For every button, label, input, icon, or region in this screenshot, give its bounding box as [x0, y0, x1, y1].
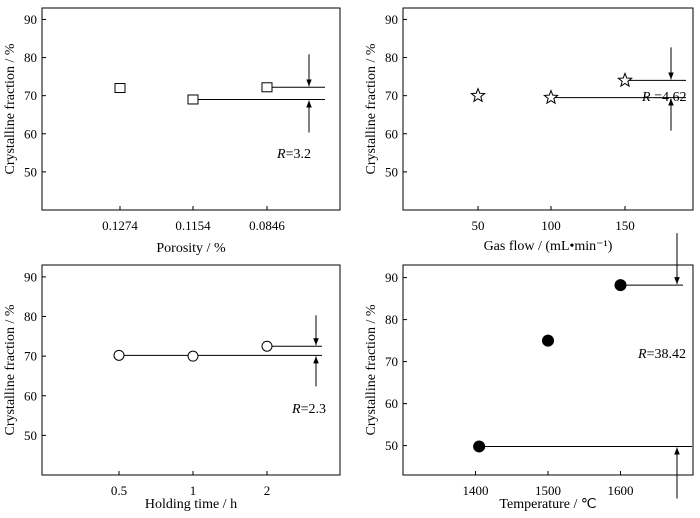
y-tick-label: 50: [385, 164, 398, 179]
y-tick-label: 60: [385, 126, 398, 141]
y-tick-label: 90: [24, 269, 37, 284]
y-tick-label: 90: [385, 12, 398, 27]
y-tick-label: 80: [385, 50, 398, 65]
x-tick-label: 0.1274: [102, 218, 138, 233]
y-tick-label: 50: [385, 438, 398, 453]
data-point-square: [261, 82, 273, 93]
x-tick-label: 150: [615, 218, 635, 233]
y-axis-label: Crystalline fraction / %: [364, 304, 379, 435]
x-tick-label: 0.1154: [175, 218, 211, 233]
range-label: R=2.3: [291, 402, 326, 417]
y-tick-label: 80: [385, 312, 398, 327]
data-point-square: [114, 83, 126, 94]
y-tick-label: 80: [24, 50, 37, 65]
x-axis-label: Temperature / ℃: [499, 497, 596, 512]
data-point-circle: [113, 349, 125, 361]
y-tick-label: 70: [24, 349, 37, 364]
data-point-star: [543, 89, 559, 105]
y-tick-label: 60: [24, 126, 37, 141]
y-tick-label: 70: [385, 354, 398, 369]
x-tick-label: 50: [472, 218, 485, 233]
x-tick-label: 100: [541, 218, 561, 233]
y-axis-label: Crystalline fraction / %: [364, 43, 379, 174]
data-point-circle: [187, 350, 199, 362]
y-tick-label: 70: [24, 88, 37, 103]
y-tick-label: 60: [24, 388, 37, 403]
y-tick-label: 90: [385, 270, 398, 285]
data-point-star: [617, 72, 633, 88]
data-point-circle: [261, 340, 273, 352]
y-tick-label: 70: [385, 88, 398, 103]
plot-frame: [41, 264, 341, 476]
y-tick-label: 60: [385, 396, 398, 411]
x-tick-label: 1400: [463, 483, 489, 498]
x-axis-label: Porosity / %: [156, 241, 226, 256]
y-axis-label: Crystalline fraction / %: [3, 304, 18, 435]
data-point-filled-circle: [614, 279, 627, 292]
data-point-filled-circle: [473, 440, 486, 453]
range-label: R=3.2: [276, 147, 311, 162]
data-point-star: [470, 87, 486, 103]
y-tick-label: 80: [24, 309, 37, 324]
plot-frame: [402, 7, 694, 211]
range-label: R =4.62: [641, 90, 686, 105]
y-tick-label: 90: [24, 12, 37, 27]
data-point-square: [187, 94, 199, 105]
chart-panel-3: 50 60 70 80 90 0.5 1 2 Holding time / h Crystalli…: [3, 264, 341, 512]
x-tick-label: 2: [264, 483, 271, 498]
range-label: R=38.42: [637, 347, 686, 362]
y-axis-label: Crystalline fraction / %: [3, 43, 18, 174]
x-axis-label: Holding time / h: [145, 497, 237, 512]
x-tick-label: 0.0846: [249, 218, 285, 233]
x-axis-label: Gas flow / (mL•min⁻¹): [484, 239, 613, 254]
plot-frame: [402, 264, 694, 476]
chart-panel-4: 50 60 70 80 90 1400 1500 1600 Temperature / ℃ Cry…: [364, 233, 694, 512]
plot-frame: [41, 7, 341, 211]
x-tick-label: 0.5: [111, 483, 127, 498]
x-tick-label: 1: [190, 483, 197, 498]
y-tick-label: 50: [24, 428, 37, 443]
chart-panel-1: 50 60 70 80 90 0.1274 0.1154 0.0846 Porosity / %…: [3, 7, 341, 256]
data-point-filled-circle: [542, 334, 554, 347]
x-tick-label: 1600: [608, 483, 634, 498]
x-tick-label: 1500: [535, 483, 561, 498]
y-tick-label: 50: [24, 164, 37, 179]
